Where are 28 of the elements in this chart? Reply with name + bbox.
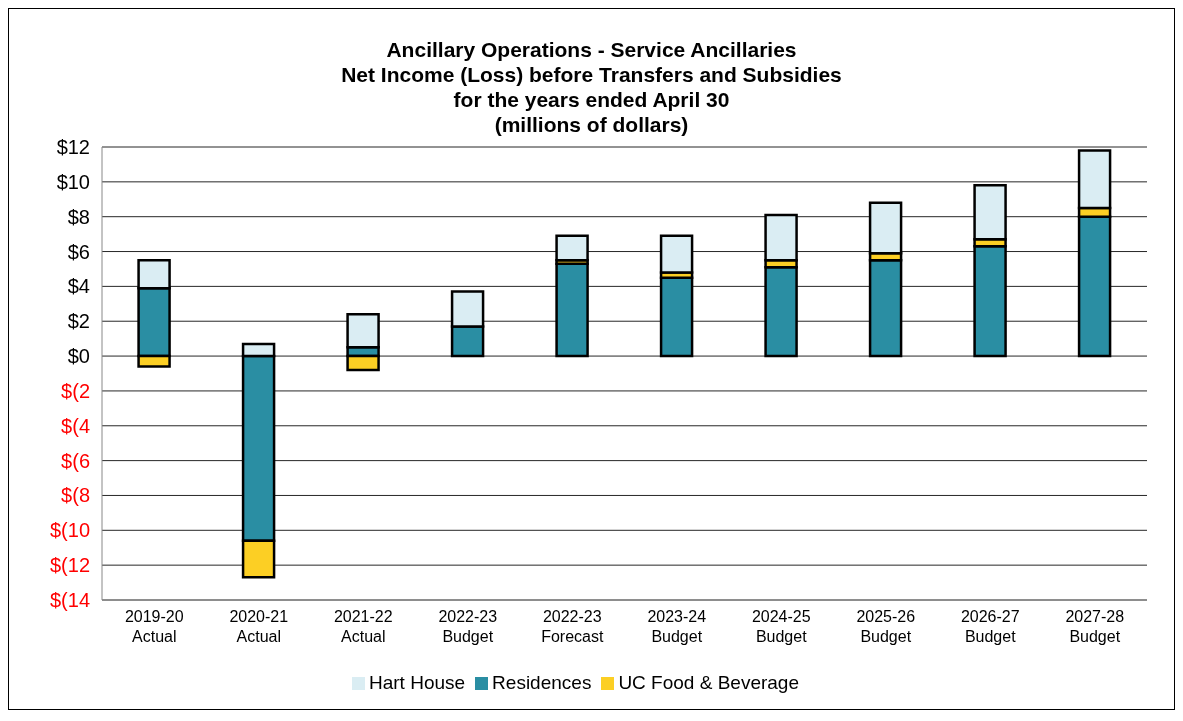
legend-label: Residences bbox=[492, 672, 592, 693]
y-tick-label: $4 bbox=[67, 275, 90, 298]
y-tick-label: $10 bbox=[56, 170, 90, 193]
x-tick-label: 2022-23 Budget bbox=[438, 608, 498, 645]
y-tick-label: $(8 bbox=[61, 484, 90, 507]
x-tick-label: 2019-20 Actual bbox=[124, 608, 184, 645]
y-tick-label: $12 bbox=[56, 136, 90, 158]
x-tick-label: 2020-21 Actual bbox=[229, 608, 289, 645]
chart-title: Ancillary Operations - Service Ancillaries Net Income (Loss) before Transfers and Subsidies for the years ended April 30 (millions of dollars) bbox=[340, 37, 843, 137]
y-tick-label: $8 bbox=[67, 205, 90, 228]
y-tick-label: $(12 bbox=[49, 554, 90, 577]
x-tick-label: 2026-27 Budget bbox=[960, 608, 1020, 645]
x-tick-label: 2023-24 Budget bbox=[647, 608, 707, 645]
y-tick-label: $0 bbox=[67, 345, 90, 368]
y-tick-label: $(14 bbox=[49, 589, 90, 611]
y-tick-label: $6 bbox=[67, 240, 90, 263]
x-tick-label: 2027-28 Budget bbox=[1065, 608, 1125, 645]
y-tick-label: $(4 bbox=[61, 414, 90, 437]
legend-label: UC Food & Beverage bbox=[618, 672, 799, 693]
x-tick-label: 2024-25 Budget bbox=[751, 608, 811, 645]
x-tick-label: 2025-26 Budget bbox=[856, 608, 916, 645]
x-tick-label: 2022-23 Forecast bbox=[541, 608, 604, 645]
y-tick-label: $(10 bbox=[49, 519, 90, 542]
y-tick-label: $(6 bbox=[61, 449, 90, 472]
y-tick-label: $2 bbox=[67, 310, 90, 333]
y-tick-label: $(2 bbox=[61, 379, 90, 402]
x-tick-label: 2021-22 Actual bbox=[333, 608, 393, 645]
legend-label: Hart House bbox=[369, 672, 466, 693]
